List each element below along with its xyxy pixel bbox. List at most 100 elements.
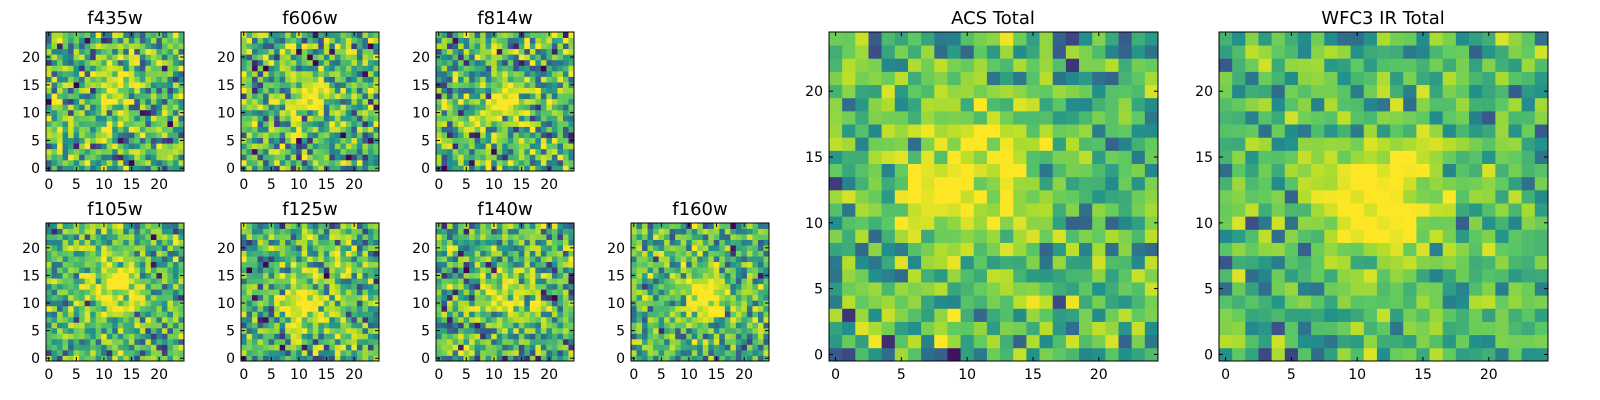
heatmap-cell	[274, 115, 281, 122]
heatmap-cell	[150, 70, 157, 77]
heatmap-cell	[312, 137, 319, 144]
heatmap-cell	[312, 245, 319, 251]
heatmap-cell	[68, 54, 74, 61]
heatmap-cell	[156, 316, 163, 323]
heatmap-cell	[279, 76, 286, 83]
heatmap-cell	[447, 87, 453, 94]
heatmap-cell	[658, 294, 665, 301]
heatmap-cell	[156, 228, 163, 235]
heatmap-cell	[95, 283, 102, 290]
heatmap-cell	[730, 223, 737, 229]
heatmap-cell	[323, 316, 330, 323]
heatmap-cell	[491, 234, 498, 240]
heatmap-cell	[362, 228, 369, 235]
heatmap-cell	[73, 316, 80, 323]
heatmap-cell	[907, 268, 922, 283]
heatmap-cell	[112, 143, 119, 150]
heatmap-cell	[452, 143, 459, 150]
heatmap-cell	[117, 250, 124, 257]
heatmap-cell	[68, 311, 74, 318]
heatmap-cell	[301, 228, 308, 235]
heatmap-cell	[441, 278, 448, 285]
heatmap-cell	[551, 294, 558, 301]
heatmap-cell	[90, 283, 97, 290]
heatmap-cell	[356, 272, 363, 279]
heatmap-cell	[474, 154, 481, 161]
heatmap-cell	[480, 256, 487, 263]
heatmap-cell	[708, 245, 715, 251]
heatmap-cell	[529, 120, 536, 127]
heatmap-cell	[735, 344, 742, 351]
heatmap-cell	[1052, 308, 1067, 322]
heatmap-cell	[73, 82, 80, 88]
heatmap-cell	[469, 132, 476, 139]
heatmap-cell	[340, 355, 347, 362]
heatmap-cell	[647, 278, 654, 285]
heatmap-cell	[518, 76, 525, 83]
heatmap-cell	[658, 245, 665, 251]
heatmap-cell	[441, 115, 448, 122]
heatmap-cell	[664, 327, 671, 334]
heatmap-cell	[101, 120, 108, 127]
heatmap-cell	[79, 245, 86, 251]
heatmap-cell	[106, 115, 113, 122]
heatmap-cell	[101, 344, 108, 351]
heatmap-cell	[631, 228, 637, 235]
heatmap-cell	[329, 82, 336, 88]
heatmap-cell	[934, 334, 948, 349]
heatmap-cell	[90, 250, 97, 257]
heatmap-cell	[524, 165, 531, 172]
heatmap-cell	[540, 250, 547, 257]
heatmap-cell	[246, 43, 253, 50]
heatmap-cell	[257, 70, 264, 77]
heatmap-cell	[172, 311, 179, 318]
heatmap-cell	[1000, 282, 1014, 296]
heatmap-cell	[735, 250, 742, 257]
heatmap-cell	[356, 76, 363, 83]
heatmap-cell	[1092, 282, 1106, 296]
heatmap-cell	[447, 148, 453, 155]
heatmap-cell	[1052, 163, 1067, 178]
heatmap-cell	[161, 115, 168, 122]
heatmap-cell	[274, 82, 281, 88]
heatmap-cell	[252, 300, 258, 307]
heatmap-cell	[485, 159, 492, 166]
heatmap-cell	[881, 282, 896, 296]
heatmap-cell	[112, 148, 119, 155]
heatmap-cell	[441, 234, 448, 240]
heatmap-cell	[463, 65, 470, 72]
heatmap-cell	[540, 132, 547, 139]
heatmap-cell	[1144, 216, 1159, 230]
heatmap-cell	[496, 338, 503, 345]
heatmap-cell	[241, 234, 247, 240]
heatmap-cell	[730, 355, 737, 362]
heatmap-cell	[669, 261, 676, 268]
heatmap-cell	[529, 311, 536, 318]
heatmap-cell	[719, 338, 726, 345]
heatmap-cell	[829, 176, 843, 191]
heatmap-cell	[356, 234, 363, 240]
heatmap-cell	[285, 338, 292, 345]
heatmap-cell	[340, 148, 347, 155]
heatmap-cell	[535, 109, 542, 116]
heatmap-cell	[524, 228, 531, 235]
heatmap-cell	[746, 278, 753, 285]
heatmap-cell	[51, 228, 58, 235]
heatmap-cell	[540, 120, 547, 127]
heatmap-cell	[123, 349, 130, 356]
heatmap-cell	[518, 283, 525, 290]
heatmap-cell	[51, 355, 58, 362]
heatmap-cell	[647, 305, 654, 312]
heatmap-cell	[507, 70, 514, 77]
heatmap-cell	[960, 347, 975, 362]
heatmap-cell	[290, 98, 297, 105]
heatmap-cell	[529, 76, 536, 83]
heatmap-cell	[636, 289, 643, 296]
heatmap-cell	[290, 311, 297, 318]
heatmap-cell	[362, 32, 369, 38]
heatmap-cell	[507, 322, 514, 329]
heatmap-cell	[301, 54, 308, 61]
heatmap-cell	[46, 322, 52, 329]
heatmap-cell	[373, 104, 380, 111]
heatmap-cell	[145, 349, 152, 356]
